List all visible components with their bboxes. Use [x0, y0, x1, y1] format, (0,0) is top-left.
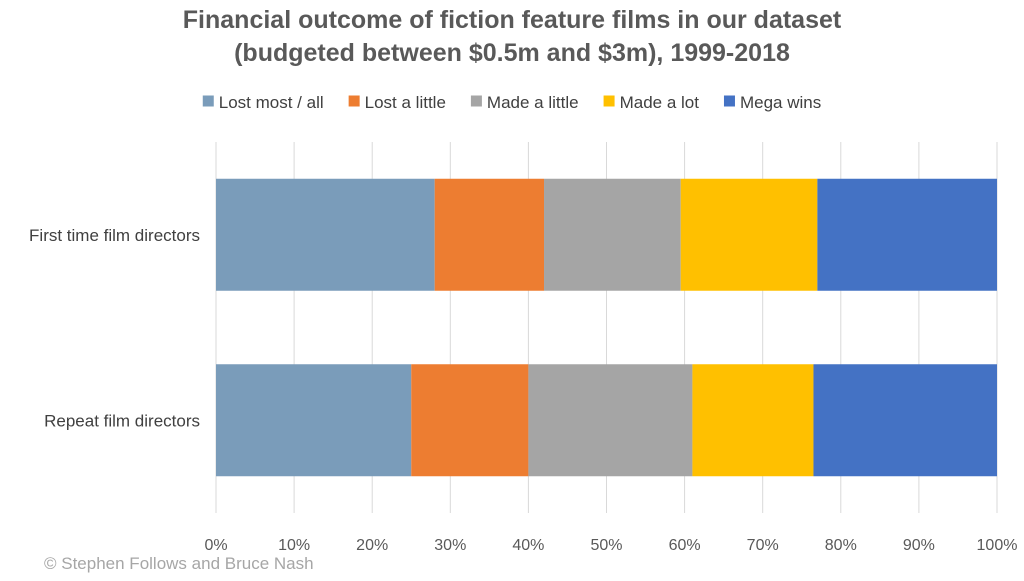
x-tick-label: 90%: [903, 537, 935, 554]
legend-swatch: [348, 95, 360, 107]
bar-segment: [411, 364, 529, 477]
bar-segment: [692, 364, 814, 477]
legend-swatch: [470, 95, 482, 107]
x-tick-label: 80%: [825, 537, 857, 554]
chart-title-line-1: Financial outcome of fiction feature fil…: [183, 6, 842, 34]
x-axis-tick-labels: 0% 10% 20% 30% 40% 50% 60% 70% 80% 90% 100%: [204, 537, 1017, 554]
legend-label: Made a little: [487, 93, 579, 112]
bar-segment: [544, 178, 681, 291]
legend-item: Made a lot: [603, 93, 700, 112]
legend-label: Made a lot: [620, 93, 700, 112]
x-tick-label: 30%: [434, 537, 466, 554]
x-tick-label: 50%: [590, 537, 622, 554]
bar-segment: [680, 178, 818, 291]
chart-title: Financial outcome of fiction feature fil…: [183, 6, 842, 67]
category-label: First time film directors: [29, 226, 200, 245]
credit-text: © Stephen Follows and Bruce Nash: [44, 554, 314, 573]
legend-item: Lost most / all: [202, 93, 324, 112]
chart-title-line-2: (budgeted between $0.5m and $3m), 1999-2…: [234, 39, 790, 67]
x-tick-label: 60%: [669, 537, 701, 554]
bar-segment: [216, 178, 435, 291]
bar-segment: [434, 178, 545, 291]
legend-item: Made a little: [470, 93, 579, 112]
legend: Lost most / all Lost a little Made a littl…: [202, 93, 821, 112]
legend-item: Mega wins: [723, 93, 821, 112]
bar-segment: [528, 364, 693, 477]
legend-item: Lost a little: [348, 93, 446, 112]
bars: [216, 178, 997, 477]
bar-segment: [813, 364, 997, 477]
category-labels: First time film directors Repeat film dir…: [29, 226, 200, 431]
x-tick-label: 0%: [204, 537, 227, 554]
x-tick-label: 100%: [977, 537, 1018, 554]
x-tick-label: 10%: [278, 537, 310, 554]
legend-swatch: [723, 95, 735, 107]
x-tick-label: 20%: [356, 537, 388, 554]
category-label: Repeat film directors: [44, 411, 200, 430]
bar-segment: [216, 364, 412, 477]
legend-swatch: [603, 95, 615, 107]
bar-segment: [817, 178, 997, 291]
legend-label: Mega wins: [740, 93, 821, 112]
legend-label: Lost most / all: [219, 93, 324, 112]
x-tick-label: 70%: [747, 537, 779, 554]
legend-swatch: [202, 95, 214, 107]
legend-label: Lost a little: [365, 93, 446, 112]
x-tick-label: 40%: [512, 537, 544, 554]
